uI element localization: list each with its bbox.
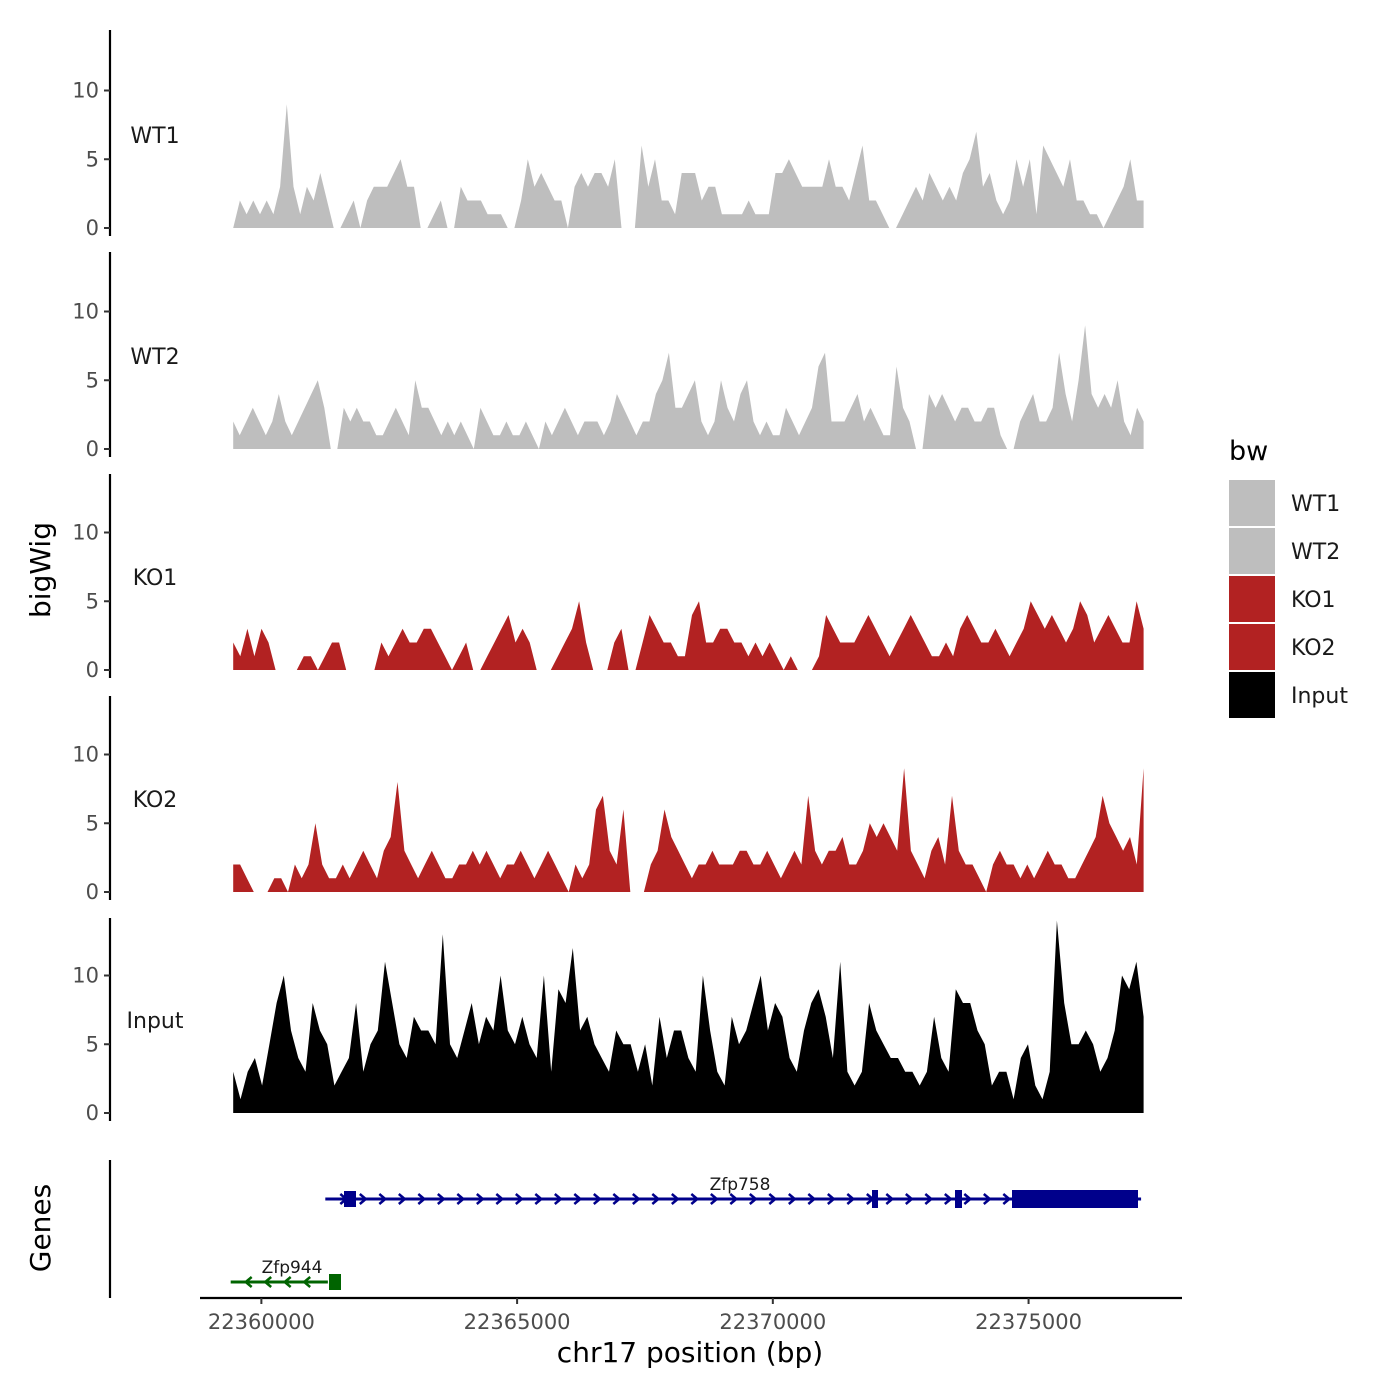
exon bbox=[329, 1274, 341, 1290]
y-tick-label: 10 bbox=[72, 964, 99, 988]
strand-arrow bbox=[788, 1193, 797, 1205]
gene-panel: Zfp758 Zfp944 bbox=[108, 1160, 1142, 1298]
track-label: KO2 bbox=[133, 788, 178, 813]
strand-arrow bbox=[944, 1193, 953, 1205]
track-label: KO1 bbox=[133, 566, 178, 591]
track-label: WT1 bbox=[130, 124, 179, 149]
strand-arrow bbox=[749, 1193, 758, 1205]
y-tick-label: 5 bbox=[86, 589, 99, 613]
track-ko1: 0 5 10 KO1 bbox=[72, 474, 1144, 682]
y-tick-label: 10 bbox=[72, 300, 99, 324]
coverage-area-input bbox=[233, 920, 1144, 1113]
strand-arrow bbox=[593, 1193, 602, 1205]
strand-arrow bbox=[924, 1193, 934, 1205]
y-tick-label: 0 bbox=[86, 216, 99, 240]
exon bbox=[955, 1190, 962, 1208]
y-tick-label: 5 bbox=[86, 1032, 99, 1056]
legend-swatch-ko2 bbox=[1229, 624, 1275, 670]
track-label: WT2 bbox=[130, 345, 179, 370]
legend-label: WT1 bbox=[1291, 492, 1340, 517]
coverage-area-ko1 bbox=[233, 601, 1144, 670]
gene-name-label: Zfp758 bbox=[710, 1175, 771, 1195]
strand-arrow bbox=[690, 1193, 700, 1205]
strand-arrow bbox=[263, 1276, 272, 1288]
strand-arrow bbox=[282, 1276, 292, 1288]
legend-title: bw bbox=[1229, 436, 1268, 467]
track-wt1: 0 5 10 WT1 bbox=[72, 30, 1144, 240]
coverage-tracks: 0 5 10 WT1 0 5 10 WT2 0 5 10 KO1 0 5 10 KO2 0 5 10 Input bbox=[72, 30, 1144, 1125]
y-tick-label: 10 bbox=[72, 743, 99, 767]
strand-arrow bbox=[534, 1193, 544, 1205]
y-tick-label: 5 bbox=[86, 811, 99, 835]
coverage-area-wt1 bbox=[233, 104, 1144, 228]
y-tick-label: 0 bbox=[86, 1101, 99, 1125]
strand-arrow bbox=[515, 1193, 524, 1205]
strand-arrow bbox=[398, 1193, 407, 1205]
y-tick-label: 0 bbox=[86, 880, 99, 904]
y-tick-label: 0 bbox=[86, 437, 99, 461]
strand-arrow bbox=[846, 1193, 856, 1205]
gene-name-label: Zfp944 bbox=[262, 1258, 323, 1278]
y-tick-label: 10 bbox=[72, 79, 99, 103]
legend-label: KO2 bbox=[1291, 636, 1336, 661]
strand-arrow bbox=[632, 1193, 641, 1205]
exon bbox=[344, 1191, 356, 1207]
x-tick-label: 22375000 bbox=[975, 1310, 1082, 1334]
strand-arrow bbox=[243, 1276, 253, 1288]
legend-label: KO1 bbox=[1291, 588, 1336, 613]
strand-arrow bbox=[1002, 1193, 1012, 1205]
legend-label: Input bbox=[1291, 684, 1348, 709]
strand-arrow bbox=[905, 1193, 914, 1205]
strand-arrow bbox=[651, 1193, 661, 1205]
strand-arrow bbox=[885, 1193, 895, 1205]
strand-arrow bbox=[671, 1193, 680, 1205]
y-tick-label: 10 bbox=[72, 521, 99, 545]
strand-arrow bbox=[963, 1193, 973, 1205]
strand-arrow bbox=[359, 1193, 368, 1205]
gene-zfp758: Zfp758 bbox=[325, 1175, 1142, 1208]
y-tick-label: 5 bbox=[86, 368, 99, 392]
strand-arrow bbox=[302, 1276, 311, 1288]
strand-arrow bbox=[612, 1193, 622, 1205]
x-tick-label: 22360000 bbox=[208, 1310, 315, 1334]
strand-arrow bbox=[827, 1193, 836, 1205]
track-wt2: 0 5 10 WT2 bbox=[72, 252, 1144, 461]
legend-label: WT2 bbox=[1291, 540, 1340, 565]
legend: bw WT1 WT2 KO1 KO2 Input bbox=[1229, 436, 1348, 718]
legend-swatch-ko1 bbox=[1229, 576, 1275, 622]
strand-arrow bbox=[378, 1193, 388, 1205]
strand-arrow bbox=[495, 1193, 505, 1205]
exon bbox=[1012, 1190, 1138, 1208]
strand-arrow bbox=[437, 1193, 446, 1205]
track-ko2: 0 5 10 KO2 bbox=[72, 696, 1144, 904]
legend-swatch-wt1 bbox=[1229, 480, 1275, 526]
strand-arrow bbox=[456, 1193, 466, 1205]
coverage-area-ko2 bbox=[233, 768, 1144, 892]
y-axis-title: bigWig bbox=[24, 522, 57, 618]
genes-axis-title: Genes bbox=[24, 1184, 57, 1272]
track-label: Input bbox=[127, 1009, 184, 1034]
strand-arrow bbox=[573, 1193, 583, 1205]
x-axis: 22360000 22365000 22370000 22375000 bbox=[200, 1296, 1182, 1334]
strand-arrow bbox=[554, 1193, 563, 1205]
legend-swatch-wt2 bbox=[1229, 528, 1275, 574]
track-input: 0 5 10 Input bbox=[72, 918, 1144, 1125]
legend-swatch-input bbox=[1229, 672, 1275, 718]
x-tick-label: 22365000 bbox=[464, 1310, 571, 1334]
exon bbox=[872, 1190, 878, 1208]
coverage-area-wt2 bbox=[233, 325, 1144, 449]
strand-arrow bbox=[807, 1193, 817, 1205]
strand-arrow bbox=[417, 1193, 427, 1205]
strand-arrow bbox=[710, 1193, 719, 1205]
gene-zfp944: Zfp944 bbox=[230, 1258, 341, 1290]
x-axis-title: chr17 position (bp) bbox=[557, 1336, 823, 1369]
y-tick-label: 0 bbox=[86, 658, 99, 682]
x-tick-label: 22370000 bbox=[719, 1310, 826, 1334]
y-tick-label: 5 bbox=[86, 147, 99, 171]
strand-arrow bbox=[768, 1193, 778, 1205]
strand-arrow bbox=[983, 1193, 992, 1205]
strand-arrow bbox=[729, 1193, 739, 1205]
strand-arrow bbox=[476, 1193, 485, 1205]
